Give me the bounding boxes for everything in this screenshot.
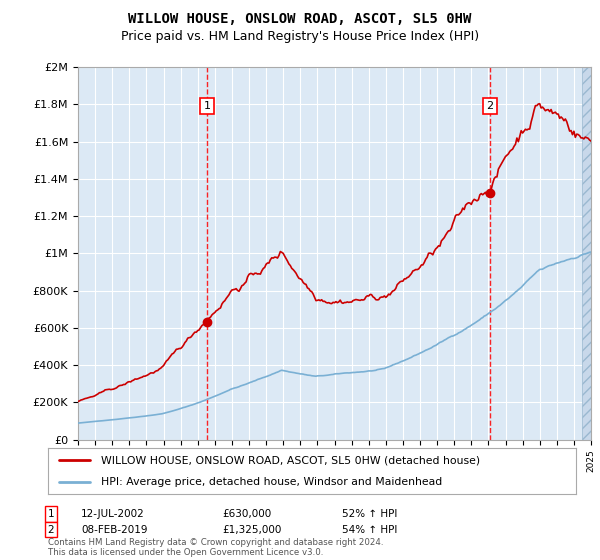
Text: 54% ↑ HPI: 54% ↑ HPI [342,525,397,535]
Text: 1: 1 [47,509,55,519]
Text: Contains HM Land Registry data © Crown copyright and database right 2024.
This d: Contains HM Land Registry data © Crown c… [48,538,383,557]
Text: Price paid vs. HM Land Registry's House Price Index (HPI): Price paid vs. HM Land Registry's House … [121,30,479,43]
Text: £1,325,000: £1,325,000 [222,525,281,535]
Text: £630,000: £630,000 [222,509,271,519]
Polygon shape [583,67,591,440]
Text: 2: 2 [47,525,55,535]
Text: 1: 1 [203,101,211,111]
Text: WILLOW HOUSE, ONSLOW ROAD, ASCOT, SL5 0HW: WILLOW HOUSE, ONSLOW ROAD, ASCOT, SL5 0H… [128,12,472,26]
Text: 52% ↑ HPI: 52% ↑ HPI [342,509,397,519]
Text: 08-FEB-2019: 08-FEB-2019 [81,525,148,535]
Text: WILLOW HOUSE, ONSLOW ROAD, ASCOT, SL5 0HW (detached house): WILLOW HOUSE, ONSLOW ROAD, ASCOT, SL5 0H… [101,455,480,465]
Text: 12-JUL-2002: 12-JUL-2002 [81,509,145,519]
Text: 2: 2 [487,101,494,111]
Text: HPI: Average price, detached house, Windsor and Maidenhead: HPI: Average price, detached house, Wind… [101,477,442,487]
